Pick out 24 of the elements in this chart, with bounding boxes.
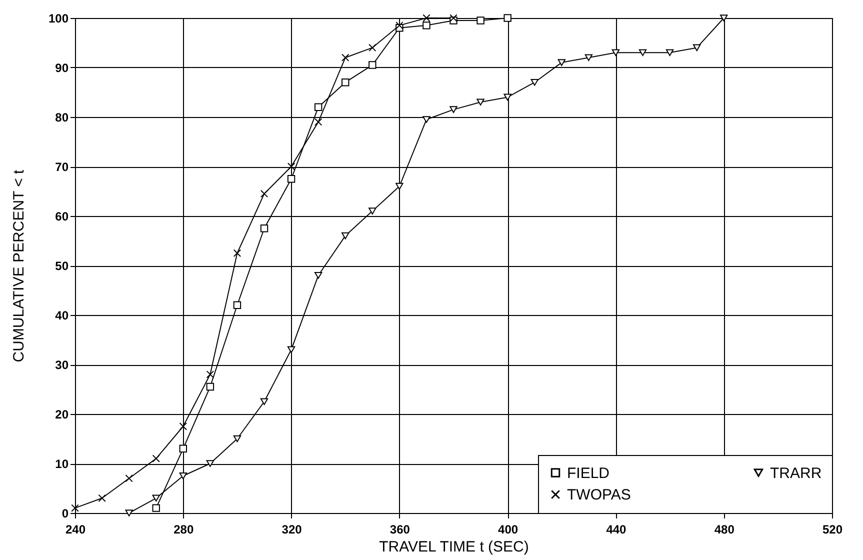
y-tick-label: 0	[62, 506, 69, 520]
x-tick-label: 480	[714, 522, 735, 536]
y-tick-label: 60	[55, 210, 69, 224]
legend-label: TWOPAS	[567, 486, 631, 504]
y-tick-label: 70	[55, 160, 69, 174]
x-tick-label: 400	[498, 522, 518, 536]
y-axis-title: CUMULATIVE PERCENT < t	[10, 168, 28, 362]
legend-label: TRARR	[770, 464, 822, 482]
y-tick-label: 50	[55, 259, 69, 273]
x-tick-label: 240	[65, 522, 86, 536]
y-tick-label: 20	[55, 408, 69, 422]
y-tick-label: 80	[55, 110, 69, 124]
y-tick-label: 100	[48, 12, 69, 26]
x-tick-label: 320	[282, 522, 302, 536]
x-tick-label: 520	[822, 522, 843, 536]
legend-label: FIELD	[567, 464, 610, 482]
y-tick-label: 90	[55, 61, 69, 75]
x-tick-label: 440	[606, 522, 627, 536]
x-tick-label: 280	[174, 522, 194, 536]
y-tick-label: 40	[55, 308, 69, 322]
x-tick-label: 360	[390, 522, 410, 536]
x-axis-title: TRAVEL TIME t (SEC)	[379, 538, 529, 556]
y-tick-label: 30	[55, 358, 69, 372]
y-tick-label: 10	[55, 457, 69, 471]
